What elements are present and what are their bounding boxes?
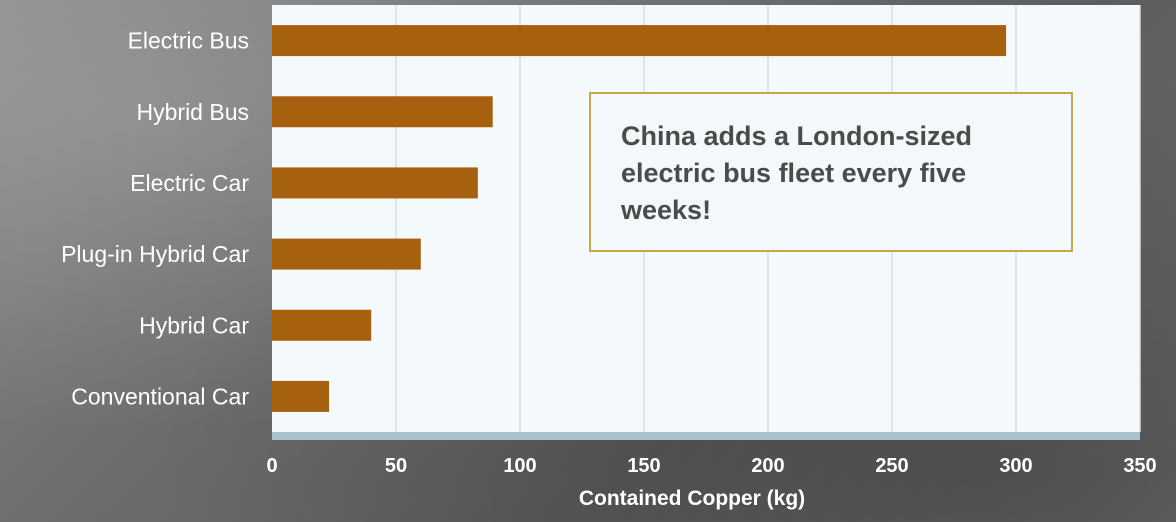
annotation-text: China adds a London-sized electric bus f… (621, 121, 973, 225)
x-tick-label: 200 (751, 455, 784, 477)
category-label: Hybrid Bus (137, 99, 249, 125)
bars (272, 25, 1007, 412)
x-tick-label: 250 (875, 455, 908, 477)
bar (272, 380, 330, 412)
category-label: Electric Car (130, 170, 249, 196)
bar (272, 309, 372, 341)
category-label: Conventional Car (71, 383, 249, 409)
bar (272, 167, 478, 199)
x-tick-labels: 0 50 100 150 200 250 300 350 (266, 455, 1156, 477)
x-axis-title: Contained Copper (kg) (579, 487, 805, 510)
bar (272, 96, 493, 128)
x-tick-label: 50 (385, 455, 407, 477)
bar (272, 238, 421, 270)
category-label: Plug-in Hybrid Car (61, 241, 249, 267)
category-label: Electric Bus (128, 28, 249, 54)
category-label: Hybrid Car (139, 312, 249, 338)
annotation-box: China adds a London-sized electric bus f… (589, 92, 1073, 252)
x-tick-label: 150 (627, 455, 660, 477)
x-tick-label: 300 (999, 455, 1032, 477)
bar (272, 25, 1007, 57)
floor-band (272, 432, 1140, 440)
x-tick-label: 350 (1123, 455, 1156, 477)
x-tick-label: 100 (503, 455, 536, 477)
category-labels: Electric Bus Hybrid Bus Electric Car Plug-i… (61, 28, 249, 410)
x-tick-label: 0 (266, 455, 277, 477)
